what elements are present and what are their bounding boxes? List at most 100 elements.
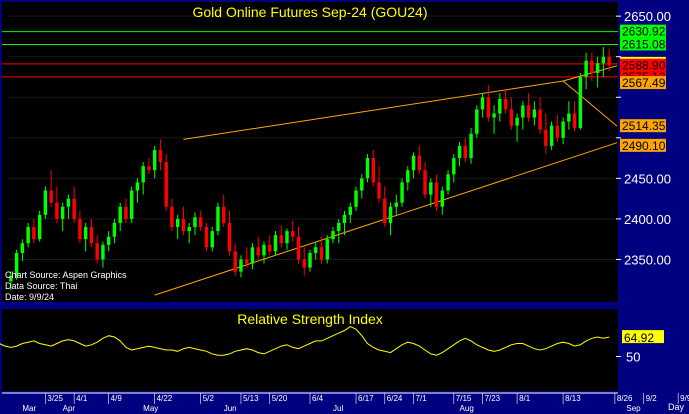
price-grid xyxy=(8,15,616,260)
candle-body xyxy=(170,206,174,228)
rsi-axis: 50 xyxy=(616,350,640,365)
candle-body xyxy=(308,252,312,268)
candle-body xyxy=(377,182,381,199)
candle-body xyxy=(319,247,324,260)
candle-body xyxy=(549,125,554,146)
candle-body xyxy=(112,222,117,237)
x-axis-month-label: Jun xyxy=(224,404,237,413)
x-axis-day-label: 9/9 xyxy=(680,394,689,403)
candle-body xyxy=(37,214,42,240)
x-axis-day-label: 6/17 xyxy=(358,394,374,403)
candle-body xyxy=(509,109,514,126)
candle-body xyxy=(601,56,606,64)
candle-body xyxy=(469,133,473,159)
candle-body xyxy=(273,235,278,252)
candle-body xyxy=(256,247,260,256)
candle-body xyxy=(239,259,243,272)
trend-line-upper-channel-segment-2 xyxy=(562,65,618,82)
candle-body xyxy=(78,218,82,240)
candle-body xyxy=(141,166,145,183)
level-label-bg xyxy=(620,37,666,51)
x-axis: 3/25 4/1 4/9 4/22 5/2 5/13 5/20 6/4 6/17 6/24 7/1 7… xyxy=(2,392,689,413)
x-axis-month-label: Jul xyxy=(333,404,343,413)
candle-body xyxy=(216,206,220,232)
candle-body xyxy=(314,247,318,253)
candle-body xyxy=(262,244,266,256)
candle-body xyxy=(101,244,105,260)
candle-body xyxy=(480,97,485,110)
price-axis-label: 2400.00 xyxy=(624,212,671,227)
candle-body xyxy=(279,235,283,244)
candle-body xyxy=(584,60,588,77)
candle-body xyxy=(152,149,157,171)
candle-body xyxy=(521,105,525,118)
price-axis-label: 2650.00 xyxy=(624,9,671,24)
candle-body xyxy=(406,170,410,183)
x-axis-day-label: 9/2 xyxy=(646,394,658,403)
x-axis-month-label: Sep xyxy=(626,404,641,413)
source-line-1: Chart Source: Aspen Graphics xyxy=(5,270,127,280)
candle-body xyxy=(440,190,445,207)
price-tag-bg xyxy=(620,76,666,90)
candle-body xyxy=(561,121,565,138)
trend-line-wedge-top xyxy=(562,80,618,127)
candle-body xyxy=(360,178,364,191)
level-label: 2615.08 xyxy=(622,37,666,51)
candle-body xyxy=(498,98,502,114)
candle-body xyxy=(400,182,404,203)
level-label-bg xyxy=(620,24,666,38)
x-axis-day-label: 4/1 xyxy=(76,394,88,403)
candle-body xyxy=(118,206,122,223)
candle-body xyxy=(187,227,191,232)
candle-body xyxy=(32,227,36,240)
candle-body xyxy=(268,244,272,252)
candle-body xyxy=(14,252,19,276)
rsi-value-tag-bg xyxy=(622,330,664,344)
rsi-axis-label: 50 xyxy=(626,350,640,365)
candle-body xyxy=(291,231,295,237)
candle-body xyxy=(572,113,577,129)
candle-body xyxy=(204,227,209,248)
candle-body xyxy=(66,198,71,207)
price-tags: 2630.922615.082591.202575.132588.902567.… xyxy=(620,25,666,153)
x-axis-day-label: 4/9 xyxy=(111,394,123,403)
candle-body xyxy=(164,162,168,207)
price-tag: 2490.10 xyxy=(622,139,666,153)
candle-body xyxy=(607,56,611,66)
source-line-3: Date: 9/9/24 xyxy=(5,292,54,302)
candle-body xyxy=(198,217,203,228)
x-axis-month-label: Aug xyxy=(460,404,474,413)
candle-body xyxy=(515,117,519,126)
candle-body xyxy=(371,158,376,183)
candle-body xyxy=(26,227,30,244)
candle-body xyxy=(233,251,237,272)
candle-body xyxy=(135,182,140,191)
price-chart-title: Gold Online Futures Sep-24 (GOU24) xyxy=(193,4,428,20)
price-axis-label: 2350.00 xyxy=(624,252,671,267)
candle-body xyxy=(383,198,387,223)
x-axis-month-label: Apr xyxy=(63,404,76,413)
x-axis-day-label: 4/22 xyxy=(157,394,173,403)
candle-body xyxy=(95,243,99,260)
x-axis-day-label: 5/13 xyxy=(243,394,259,403)
candle-body xyxy=(348,206,352,215)
candle-body xyxy=(72,198,76,219)
candle-body xyxy=(492,113,496,118)
x-axis-day-label: 6/4 xyxy=(312,394,324,403)
rsi-panel xyxy=(2,309,618,391)
candle-body xyxy=(463,145,468,159)
candle-body xyxy=(365,158,370,179)
candle-body xyxy=(411,155,416,171)
candle-body xyxy=(227,222,232,252)
price-tag: 2567.49 xyxy=(622,76,666,90)
candle-body xyxy=(89,227,94,244)
candle-body xyxy=(354,190,358,207)
candle-body xyxy=(325,239,329,260)
x-axis-month-label: Mar xyxy=(22,404,36,413)
source-line-2: Data Source: Thai xyxy=(5,281,77,291)
x-axis-day-label: 5/20 xyxy=(272,394,288,403)
price-tag: 2514.35 xyxy=(622,119,666,133)
rsi-line xyxy=(0,326,610,356)
x-axis-day-label: 7/15 xyxy=(456,394,472,403)
